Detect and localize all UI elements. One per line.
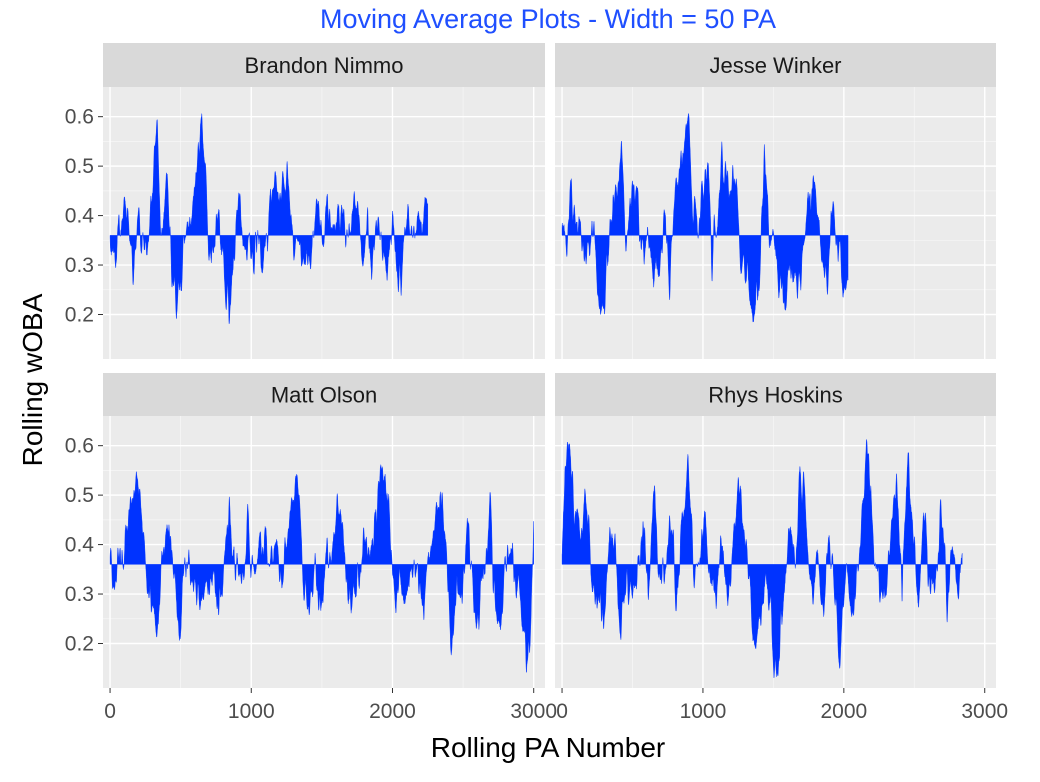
facet-brandon-nimmo: Brandon Nimmo 0.2 0.3 0.4 0.5 0.6 (65, 43, 545, 359)
y-tick-label: 0.4 (65, 205, 95, 228)
facet-rhys-hoskins: Rhys Hoskins 0 1000 2000 3000 (555, 373, 1008, 723)
y-tick-label: 0.2 (65, 632, 94, 655)
facet-jesse-winker: Jesse Winker (555, 43, 996, 359)
facet-strip-label: Jesse Winker (709, 53, 841, 78)
x-tick-label: 1000 (680, 700, 727, 723)
facet-strip (555, 373, 996, 416)
panel-background (103, 416, 545, 688)
facet-grid: Brandon Nimmo 0.2 0.3 0.4 0.5 0.6 Jesse Winker… (65, 43, 1008, 723)
x-tick-label: 0 (556, 700, 568, 723)
x-tick-label: 3000 (510, 700, 557, 723)
facet-strip (103, 43, 545, 87)
series-area-rhys-hoskins (561, 439, 963, 678)
y-tick-label: 0.5 (65, 155, 94, 178)
x-tick-label: 3000 (961, 700, 1008, 723)
y-tick-label: 0.3 (65, 254, 94, 277)
y-tick-label: 0.5 (65, 484, 94, 507)
chart-title: Moving Average Plots - Width = 50 PA (320, 4, 776, 34)
y-tick-label: 0.6 (65, 435, 94, 458)
facet-strip (103, 373, 545, 416)
facet-strip (555, 43, 996, 87)
x-tick-label: 0 (104, 700, 116, 723)
facet-strip-label: Brandon Nimmo (245, 53, 404, 78)
x-axis-title: Rolling PA Number (431, 732, 665, 763)
y-tick-label: 0.4 (65, 534, 95, 557)
facet-strip-label: Matt Olson (271, 383, 377, 408)
y-tick-label: 0.3 (65, 583, 94, 606)
facet-strip-label: Rhys Hoskins (708, 383, 842, 408)
y-axis-title: Rolling wOBA (17, 293, 48, 466)
x-tick-label: 1000 (228, 700, 275, 723)
series-area-brandon-nimmo (109, 113, 428, 324)
x-tick-label: 2000 (369, 700, 416, 723)
y-tick-label: 0.6 (65, 106, 94, 129)
series-area-jesse-winker (561, 113, 849, 323)
series-area-matt-olson (109, 464, 534, 673)
x-tick-label: 2000 (820, 700, 867, 723)
y-tick-label: 0.2 (65, 303, 94, 326)
facet-matt-olson: Matt Olson 0.2 0.3 0.4 0.5 0.6 0 1000 2000 3000 (65, 373, 557, 723)
